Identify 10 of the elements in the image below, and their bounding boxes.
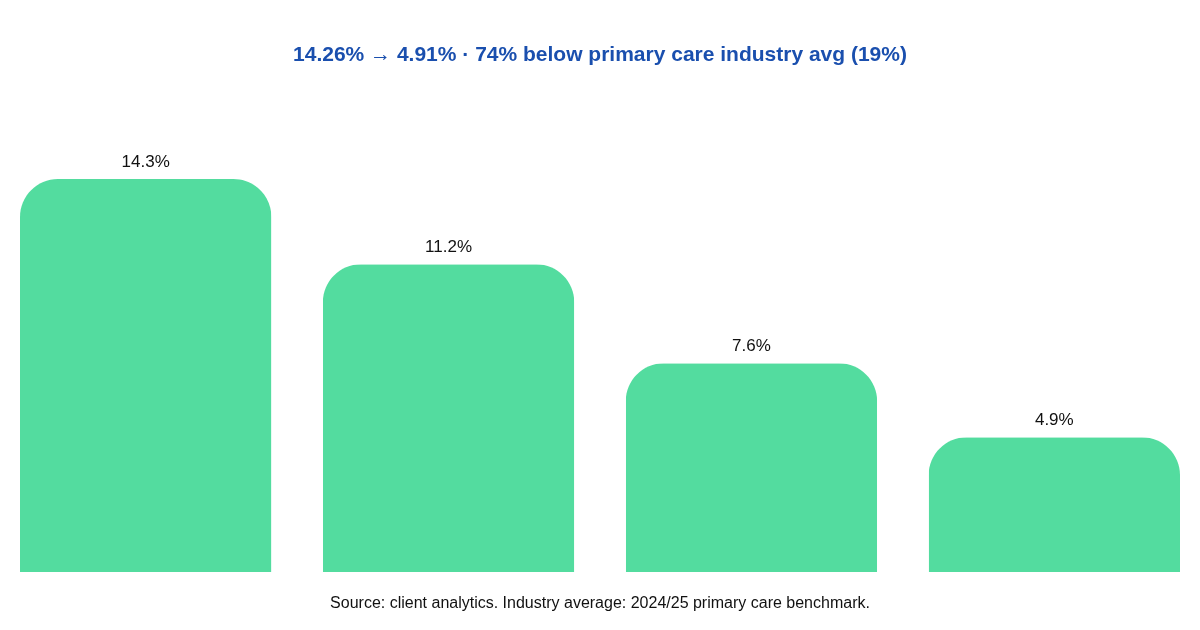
data-label: 7.6% — [732, 336, 771, 356]
source-note: Source: client analytics. Industry average: 2024/25 primary care benchmark. — [330, 594, 870, 611]
bar — [625, 363, 878, 572]
data-label: 11.2% — [425, 237, 473, 257]
chart-title: 14.26% → 4.91% · 74% below primary care industry avg (19%) — [293, 42, 907, 65]
data-label: 4.9% — [1034, 410, 1074, 430]
bar — [20, 179, 272, 572]
bar — [322, 264, 575, 572]
data-label: 14.3% — [121, 152, 170, 171]
bar — [928, 437, 1180, 572]
